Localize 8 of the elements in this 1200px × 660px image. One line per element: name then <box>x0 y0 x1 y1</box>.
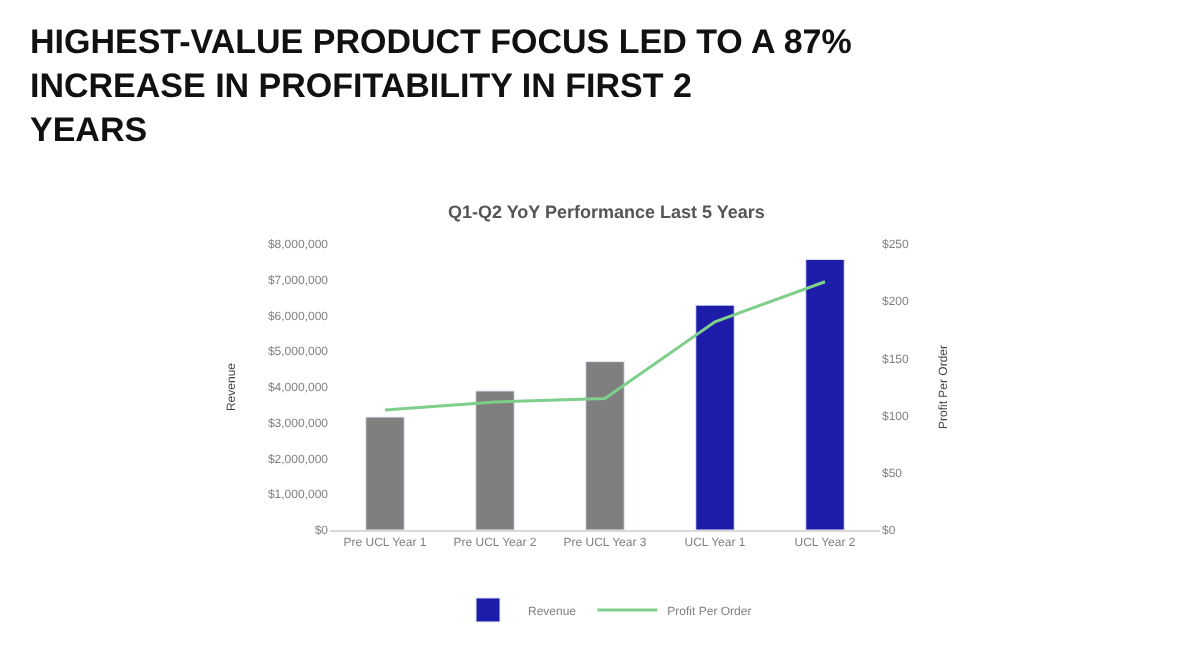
line-series <box>383 280 827 412</box>
bar <box>365 416 405 530</box>
bar <box>695 304 735 530</box>
chart-subtitle: Q1-Q2 YoY Performance Last 5 Years <box>448 202 765 222</box>
chart-title: HIGHEST-VALUE PRODUCT FOCUS LED TO A 87% INCREASE IN PROFITABILITY IN FIRST 2 YEARS <box>30 22 852 150</box>
bar <box>805 258 845 530</box>
bar <box>585 361 625 530</box>
bar <box>475 390 515 530</box>
